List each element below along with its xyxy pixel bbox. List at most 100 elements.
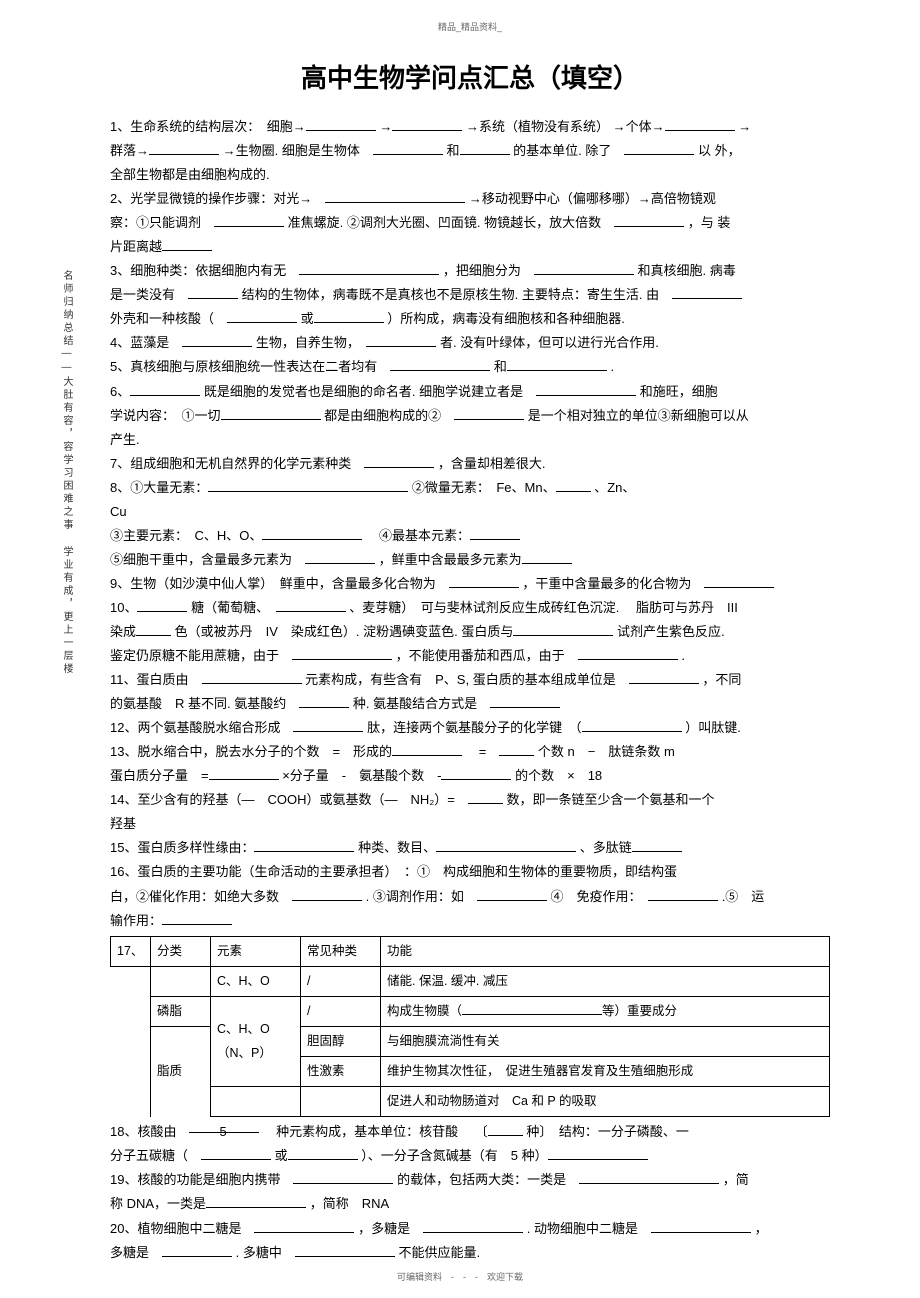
table-cell: 储能. 保温. 缓冲. 减压 <box>381 966 830 996</box>
table-cell <box>151 966 211 996</box>
text: 和 <box>447 143 460 158</box>
text: . ③调剂作用：如 <box>366 889 464 904</box>
text: . <box>681 648 685 663</box>
text: 称 DNA，一类是 <box>110 1196 206 1211</box>
text: . 动物细胞中二糖是 <box>527 1221 638 1236</box>
text: Cu <box>110 504 127 519</box>
text: 的氨基酸 R 基不同. 氨基酸约 <box>110 696 286 711</box>
table-cell <box>211 1087 301 1117</box>
text: ，把细胞分为 <box>443 263 521 278</box>
text: ，干重中含量最多的化合物为 <box>522 576 691 591</box>
text: 以 外， <box>698 143 741 158</box>
text: 种. 氨基酸结合方式是 <box>353 696 477 711</box>
text: ）叫肽键. <box>685 720 741 735</box>
text: 数，即一条链至少含一个氨基和一个 <box>507 792 715 807</box>
text: ）、一分子含氮碱基（有 5 种） <box>361 1148 547 1163</box>
page-title: 高中生物学问点汇总（填空） <box>110 58 830 95</box>
text: 种元素构成，基本单位：核苷酸 <box>276 1124 458 1139</box>
table-cell <box>301 1087 381 1117</box>
text: 20、植物细胞中二糖是 <box>110 1221 241 1236</box>
text: 鉴定仍原糖不能用蔗糖，由于 <box>110 648 279 663</box>
text: 输作用： <box>110 913 162 928</box>
text: 生物，自养生物， <box>256 335 354 350</box>
text: →系统（植物没有系统） →个体→ <box>466 119 665 134</box>
text: ，含量却相差很大. <box>438 456 546 471</box>
text: 元素构成，有些含有 P、S, 蛋白质的基本组成单位是 <box>305 672 616 687</box>
text: 4、蓝藻是 <box>110 335 169 350</box>
text: 外壳和一种核酸（ <box>110 311 214 326</box>
text: 学说内容： ①一切 <box>110 408 221 423</box>
text: ⑤细胞干重中，含量最多元素为 <box>110 552 292 567</box>
text: 多糖是 <box>110 1245 149 1260</box>
text: ④ 免疫作用： <box>551 889 636 904</box>
text: → <box>379 119 392 134</box>
text: 11、蛋白质由 <box>110 672 189 687</box>
text: 产生. <box>110 432 140 447</box>
text: 18、核酸由 <box>110 1124 176 1139</box>
text: 16、蛋白质的主要功能（生命活动的主要承担者） ：① 构成细胞和生物体的重要物质… <box>110 864 677 879</box>
table-cell: 胆固醇 <box>301 1026 381 1056</box>
text: →移动视野中心（偏哪移哪）→高倍物镜观 <box>469 191 716 206</box>
text: 察：①只能调剂 <box>110 215 201 230</box>
text: 是一类没有 <box>110 287 175 302</box>
table-17: 17、 分类 元素 常见种类 功能 C、H、O / 储能. 保温. 缓冲. 减压… <box>110 936 830 1118</box>
text: 和 <box>494 359 507 374</box>
text: 或 <box>275 1148 288 1163</box>
text: 种〕 结构：一分子磷酸、一 <box>526 1124 689 1139</box>
text: 和真核细胞. 病毒 <box>638 263 736 278</box>
text: 不能供应能量. <box>399 1245 481 1260</box>
table-cell: 维护生物其次性征， 促进生殖器官发育及生殖细胞形成 <box>381 1057 830 1087</box>
text: ×分子量 - 氨基酸个数 - <box>282 768 441 783</box>
text: ）所构成，病毒没有细胞核和各种细胞器. <box>387 311 625 326</box>
table-cell: 脂质 <box>151 1026 211 1116</box>
text: 结构的生物体，病毒既不是真核也不是原核生物. 主要特点：寄生生活. 由 <box>242 287 659 302</box>
text: 12、两个氨基酸脱水缩合形成 <box>110 720 280 735</box>
text: 3、细胞种类：依据细胞内有无 <box>110 263 286 278</box>
text: ③主要元素： C、H、O、 <box>110 528 262 543</box>
text: 的个数 × 18 <box>515 768 602 783</box>
text: ，鲜重中含最最多元素为 <box>379 552 522 567</box>
text: ，不能使用番茄和西瓜，由于 <box>396 648 565 663</box>
text: ， <box>755 1221 768 1236</box>
table-cell: 功能 <box>381 936 830 966</box>
text: 2、光学显微镜的操作步骤：对光→ <box>110 191 312 206</box>
text: 、麦芽糖） 可与斐林试剂反应生成砖红色沉淀. <box>349 600 619 615</box>
text: 既是细胞的发觉者也是细胞的命名者. 细胞学说建立者是 <box>204 384 523 399</box>
table-cell: C、H、O（N、P） <box>211 996 301 1086</box>
table-cell: / <box>301 996 381 1026</box>
text: 的基本单位. 除了 <box>513 143 611 158</box>
text: ，不同 <box>702 672 741 687</box>
text: 个数 n − 肽链条数 m <box>538 744 675 759</box>
text: 分子五碳糖（ <box>110 1148 188 1163</box>
document-body: 1、生命系统的结构层次： 细胞→ → →系统（植物没有系统） →个体→ → 群落… <box>110 115 830 1265</box>
text: 1、生命系统的结构层次： 细胞→ <box>110 119 306 134</box>
text: 肽，连接两个氨基酸分子的化学键 （ <box>367 720 582 735</box>
text: 10、 <box>110 600 137 615</box>
table-cell <box>111 966 151 1117</box>
text: 是一个相对独立的单位③新细胞可以从 <box>528 408 749 423</box>
text: 5、真核细胞与原核细胞统一性表达在二者均有 <box>110 359 377 374</box>
text: 9、生物（如沙漠中仙人掌） 鲜重中，含量最多化合物为 <box>110 576 436 591</box>
text: 、多肽链 <box>580 840 632 855</box>
text: 13、脱水缩合中，脱去水分子的个数 = 形成的 <box>110 744 392 759</box>
table-cell: / <box>301 966 381 996</box>
text: . 多糖中 <box>236 1245 282 1260</box>
text: 19、核酸的功能是细胞内携带 <box>110 1172 280 1187</box>
text: 的载体，包括两大类：一类是 <box>397 1172 566 1187</box>
text: 片距离越 <box>110 239 162 254</box>
text: 糖（葡萄糖、 <box>191 600 263 615</box>
text: 白，②催化作用：如绝大多数 <box>110 889 279 904</box>
text: 7、组成细胞和无机自然界的化学元素种类 <box>110 456 351 471</box>
text: 群落→ <box>110 143 149 158</box>
text: 〔 <box>475 1124 488 1139</box>
text: ，多糖是 <box>358 1221 410 1236</box>
text: 和施旺，细胞 <box>640 384 718 399</box>
text: → <box>738 119 751 134</box>
text: .⑤ 运 <box>722 889 765 904</box>
table-cell: C、H、O <box>211 966 301 996</box>
text: 染成 <box>110 624 136 639</box>
table-cell: 常见种类 <box>301 936 381 966</box>
text: 15、蛋白质多样性缘由： <box>110 840 254 855</box>
text: 种类、数目、 <box>358 840 436 855</box>
text: ，简称 RNA <box>310 1196 389 1211</box>
